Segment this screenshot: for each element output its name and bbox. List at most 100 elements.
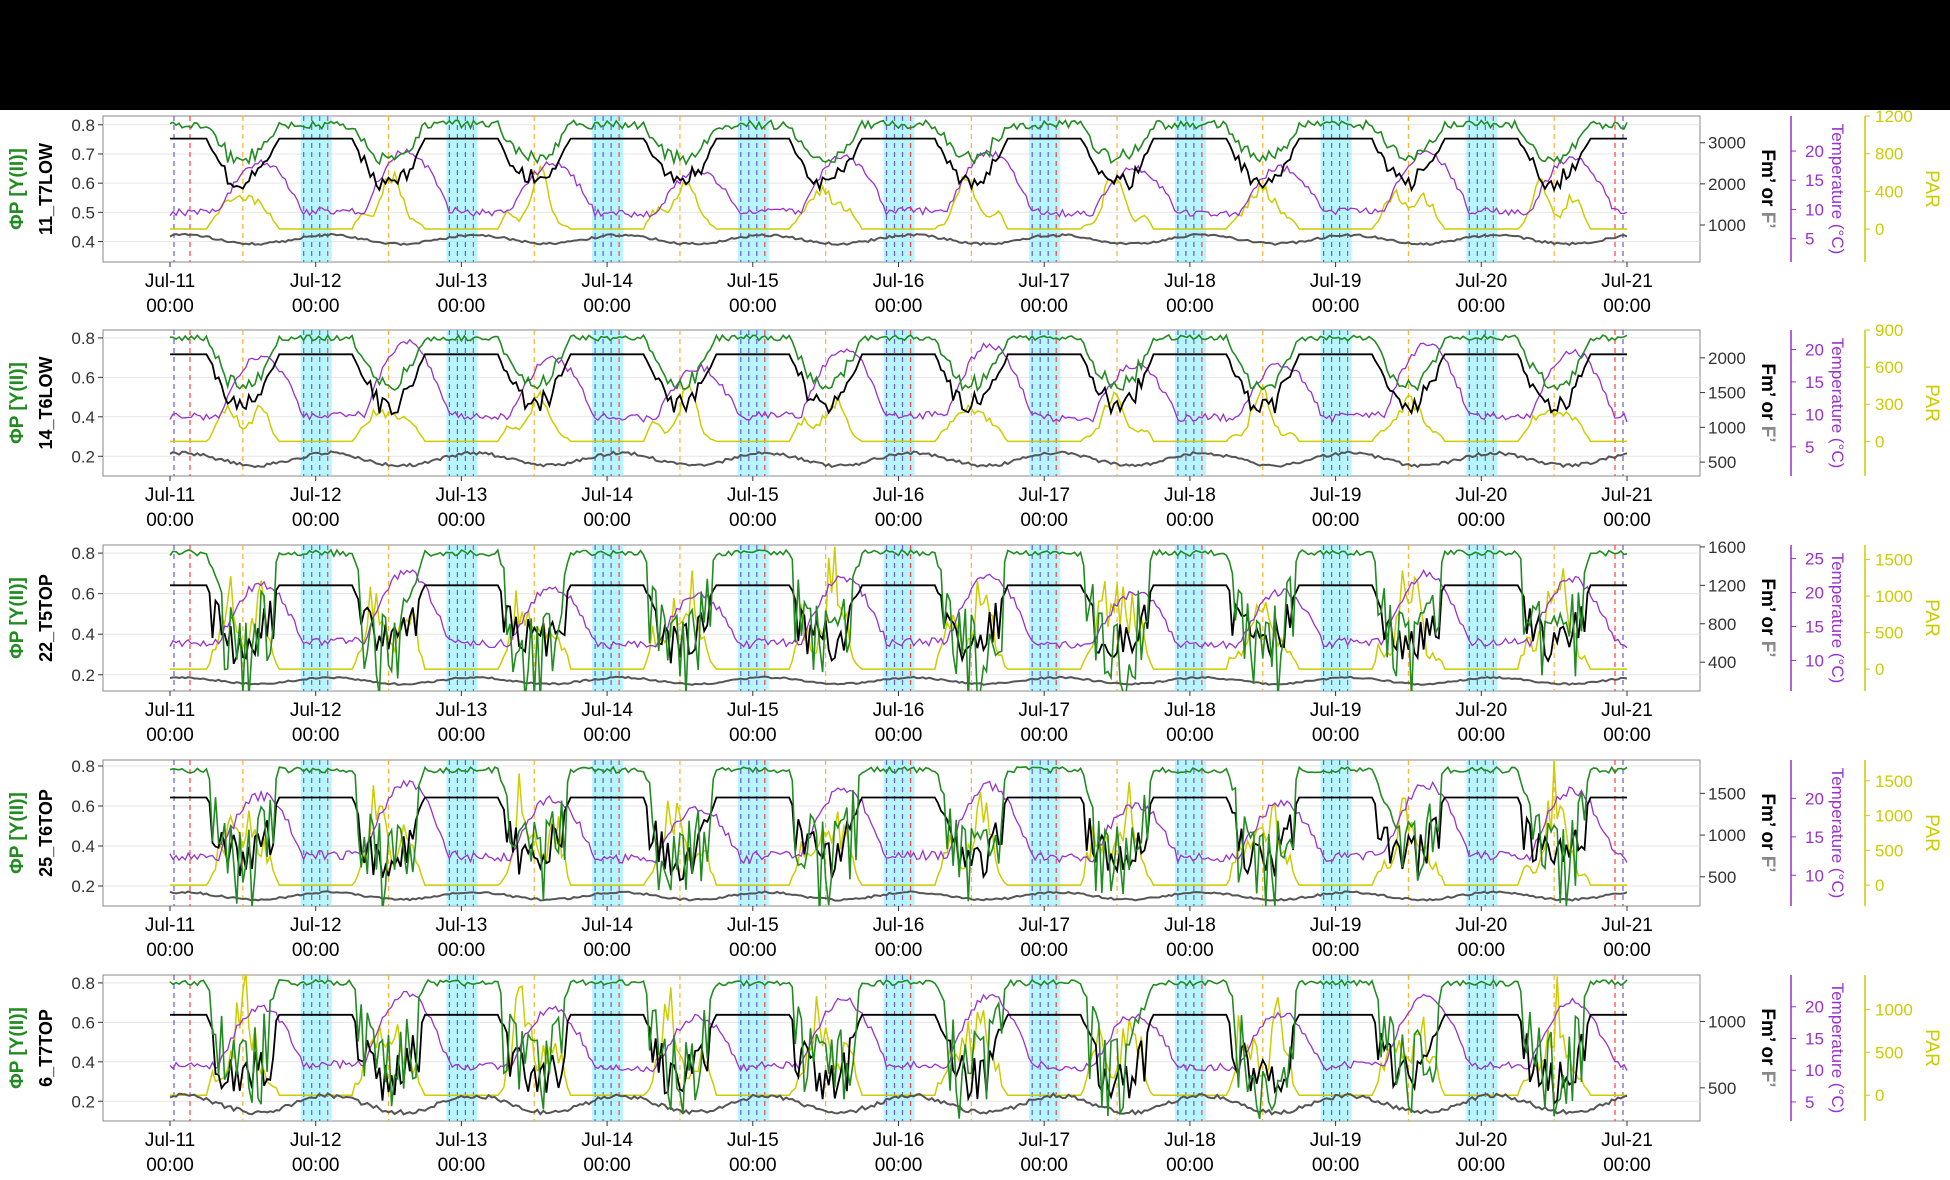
- x-tick-time: 00:00: [1458, 725, 1506, 746]
- x-tick-time: 00:00: [1166, 725, 1214, 746]
- temperature-tick-label: 10: [1805, 866, 1824, 885]
- x-tick-time: 00:00: [438, 1155, 486, 1176]
- series-f-line: [169, 890, 1628, 902]
- phi-tick-label: 0.4: [71, 837, 95, 856]
- x-tick-date: Jul-14: [581, 1130, 633, 1151]
- x-tick-time: 00:00: [1603, 1155, 1651, 1176]
- night-highlight: [1029, 760, 1061, 906]
- series-phip-line: [169, 333, 1628, 392]
- x-tick-date: Jul-20: [1455, 700, 1507, 721]
- x-tick-time: 00:00: [146, 1155, 194, 1176]
- night-highlight: [300, 116, 332, 262]
- series-par-line: [170, 164, 1627, 230]
- par-tick-label: 1500: [1875, 772, 1913, 791]
- x-tick-date: Jul-13: [436, 271, 488, 292]
- series-f-line: [169, 675, 1628, 686]
- x-tick-date: Jul-13: [436, 485, 488, 506]
- x-tick-date: Jul-15: [727, 271, 779, 292]
- x-tick-date: Jul-20: [1455, 271, 1507, 292]
- x-tick-date: Jul-21: [1601, 271, 1653, 292]
- x-tick-date: Jul-16: [873, 485, 925, 506]
- night-highlight: [1320, 545, 1352, 691]
- par-tick-label: 500: [1875, 624, 1903, 643]
- x-tick-date: Jul-18: [1164, 1130, 1216, 1151]
- x-tick-time: 00:00: [875, 1155, 923, 1176]
- x-tick-date: Jul-14: [581, 915, 633, 936]
- fm-tick-label: 1000: [1708, 418, 1746, 437]
- x-tick-time: 00:00: [1312, 940, 1360, 961]
- temperature-tick-label: 5: [1805, 438, 1814, 457]
- x-tick-time: 00:00: [146, 940, 194, 961]
- temperature-tick-label: 15: [1805, 1029, 1824, 1048]
- x-tick-date: Jul-21: [1601, 700, 1653, 721]
- x-tick-date: Jul-16: [873, 1130, 925, 1151]
- par-tick-label: 1000: [1875, 1000, 1913, 1019]
- fm-tick-label: 1500: [1708, 784, 1746, 803]
- series-phip-line: [169, 548, 1628, 691]
- phi-tick-label: 0.2: [71, 447, 95, 466]
- x-tick-time: 00:00: [1603, 940, 1651, 961]
- x-tick-date: Jul-11: [145, 915, 195, 936]
- x-tick-date: Jul-15: [727, 1130, 779, 1151]
- series-par-line: [170, 383, 1627, 443]
- x-tick-date: Jul-18: [1164, 915, 1216, 936]
- night-highlight: [1320, 760, 1352, 906]
- phi-tick-label: 0.8: [71, 116, 95, 135]
- phi-tick-label: 0.8: [71, 329, 95, 348]
- par-tick-label: 1500: [1875, 551, 1913, 570]
- x-tick-date: Jul-18: [1164, 271, 1216, 292]
- phi-axis-title: ΦP [Y(II)]: [7, 577, 28, 659]
- x-tick-date: Jul-17: [1018, 485, 1070, 506]
- temperature-tick-label: 15: [1805, 828, 1824, 847]
- phi-tick-label: 0.2: [71, 666, 95, 685]
- temperature-tick-label: 20: [1805, 584, 1824, 603]
- fm-tick-label: 500: [1708, 868, 1736, 887]
- top-black-band: [0, 0, 1950, 110]
- series-fm-line: [170, 796, 1627, 882]
- x-tick-date: Jul-20: [1455, 485, 1507, 506]
- x-tick-time: 00:00: [875, 510, 923, 531]
- x-tick-date: Jul-14: [581, 271, 633, 292]
- x-tick-time: 00:00: [875, 725, 923, 746]
- series-f-line: [169, 232, 1628, 247]
- temperature-tick-label: 10: [1805, 1061, 1824, 1080]
- phi-tick-label: 0.2: [71, 1092, 95, 1111]
- par-axis-title: PAR: [1921, 599, 1942, 637]
- panel-25_T6TOP: 0.8 0.6 0.4 0.2 ΦP [Y(II)] 25_T6TOP Jul-11 00:0…: [7, 757, 1942, 961]
- par-tick-label: 0: [1875, 1086, 1884, 1105]
- x-tick-date: Jul-14: [581, 485, 633, 506]
- x-tick-date: Jul-19: [1310, 485, 1362, 506]
- temperature-tick-label: 10: [1805, 200, 1824, 219]
- x-tick-time: 00:00: [729, 296, 777, 317]
- phi-tick-label: 0.8: [71, 974, 95, 993]
- night-highlight: [1174, 760, 1206, 906]
- x-tick-date: Jul-17: [1018, 1130, 1070, 1151]
- x-tick-date: Jul-20: [1455, 915, 1507, 936]
- temperature-tick-label: 20: [1805, 142, 1824, 161]
- x-tick-time: 00:00: [729, 510, 777, 531]
- fm-tick-label: 1000: [1708, 216, 1746, 235]
- fm-axis-title: Fm’ or F’: [1757, 793, 1778, 872]
- par-tick-label: 0: [1875, 432, 1884, 451]
- x-tick-date: Jul-13: [436, 1130, 488, 1151]
- phi-tick-label: 0.6: [71, 174, 95, 193]
- sample-label: 22_T5TOP: [36, 574, 56, 662]
- x-tick-time: 00:00: [1312, 725, 1360, 746]
- fm-axis-title: Fm’ or F’: [1757, 363, 1778, 442]
- x-tick-date: Jul-12: [290, 700, 342, 721]
- x-tick-date: Jul-20: [1455, 1130, 1507, 1151]
- par-axis-title: PAR: [1921, 814, 1942, 852]
- par-tick-label: 500: [1875, 841, 1903, 860]
- x-tick-time: 00:00: [583, 296, 631, 317]
- temperature-axis-title: Temperature (°C): [1828, 553, 1847, 684]
- par-tick-label: 800: [1875, 145, 1903, 164]
- x-tick-time: 00:00: [146, 296, 194, 317]
- x-tick-time: 00:00: [1603, 296, 1651, 317]
- night-highlight: [1174, 545, 1206, 691]
- series-phip-line: [169, 978, 1628, 1120]
- temperature-tick-label: 10: [1805, 405, 1824, 424]
- fm-axis-title: Fm’ or F’: [1757, 149, 1778, 228]
- fm-axis-title: Fm’ or F’: [1757, 1008, 1778, 1087]
- x-tick-date: Jul-19: [1310, 1130, 1362, 1151]
